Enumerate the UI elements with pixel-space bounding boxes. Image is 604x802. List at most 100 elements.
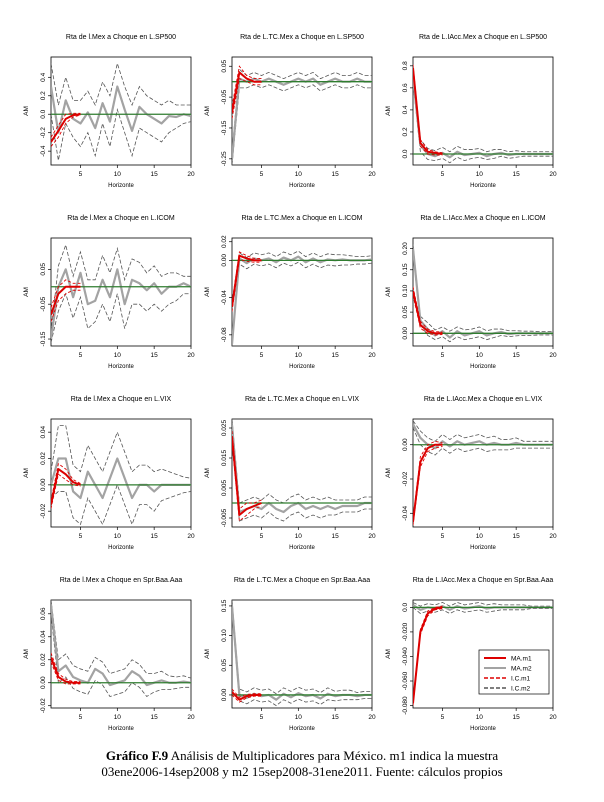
plot-area [51,243,191,343]
y-tick-label: -0.04 [221,290,228,305]
y-tick-label: 0.10 [221,629,228,642]
y-tick-label: 0.04 [40,425,47,438]
ci-m1-lower-line [413,445,443,526]
ma-m2-line [232,255,372,345]
x-tick-label: 5 [441,171,445,178]
panel-title: Rta de L.TC.Mex a Choque en L.ICOM [242,215,363,222]
y-tick-label: 0.4 [402,105,409,114]
ci-m1-lower-line [51,114,81,147]
panel-title: Rta de l.Mex a Choque en L.SP500 [66,34,176,41]
y-tick-label: 0.02 [40,653,47,666]
caption-text-1: Análisis de Multiplicadores para México.… [170,748,499,763]
panel-8: Rta de L.TC.Mex a Choque en L.VIX 5 10 15 20… [204,396,376,551]
y-axis-label: AM [204,106,211,116]
y-tick-label: 0.00 [221,688,228,701]
y-axis-label: AM [23,106,30,116]
y-tick-label: 0.00 [402,327,409,340]
ma-m2-line [413,248,553,339]
x-tick-label: 20 [187,714,195,721]
y-tick-label: -0.4 [40,145,47,157]
panel-title: Rta de L.IAcc.Mex a Choque en L.SP500 [419,34,547,41]
x-axis-label: Horizonte [289,183,315,189]
ma-m2-line [51,85,191,134]
ci-m1-lower-line [232,694,262,703]
x-axis-label: Horizonte [108,364,134,370]
x-tick-label: 15 [332,533,340,540]
y-axis-label: AM [204,287,211,297]
x-axis-label: Horizonte [108,183,134,189]
ci-m2-lower-line [413,252,553,343]
ma-m1-line [51,285,81,315]
panel-4: Rta de l.Mex a Choque en L.ICOM 5 10 15 20 Ho… [23,215,195,370]
panel-title: Rta de l.Mex a Choque en L.VIX [71,396,172,403]
y-tick-label: -0.005 [221,508,228,527]
y-tick-label: -0.02 [402,471,409,486]
x-axis-label: Horizonte [108,726,134,732]
plot-area [232,65,372,165]
panel-title: Rta de l.Mex a Choque en Spr.Baa.Aaa [60,577,183,584]
ma-m2-line [413,76,553,159]
ma-m1-line [232,691,262,701]
x-tick-label: 15 [151,714,159,721]
panel-9: Rta de L.IAcc.Mex a Choque en L.VIX 5 10 15… [385,396,557,551]
plot-area [51,61,191,161]
ma-m1-line [232,254,262,308]
y-axis-label: AM [204,649,211,659]
y-tick-label: 0.0 [40,109,47,118]
ci-m2-upper-line [232,600,372,695]
y-axis-label: AM [23,468,30,478]
x-tick-label: 10 [295,171,303,178]
y-tick-label: 0.05 [221,60,228,73]
plot-frame [50,237,192,347]
y-tick-label: -0.25 [221,151,228,166]
ci-m1-upper-line [51,279,81,308]
ci-m1-upper-line [51,652,81,683]
plot-area [413,244,553,343]
ci-m2-lower-line [51,613,191,698]
x-tick-label: 20 [368,714,376,721]
x-tick-label: 20 [368,352,376,359]
y-axis-label: AM [23,287,30,297]
y-tick-label: 0.04 [40,630,47,643]
x-tick-label: 20 [187,352,195,359]
ci-m2-upper-line [232,250,372,343]
ci-m1-upper-line [413,286,443,333]
plot-frame [231,237,373,347]
panel-title: Rta de L.TC.Mex a Choque en L.VIX [245,396,359,403]
ci-m2-lower-line [232,84,372,165]
x-tick-label: 5 [441,533,445,540]
y-tick-label: -0.02 [40,503,47,518]
x-tick-label: 5 [79,714,83,721]
x-tick-label: 5 [260,714,264,721]
y-tick-label: 0.05 [402,305,409,318]
ma-m2-line [232,77,372,159]
y-tick-label: 0.4 [40,72,47,81]
ma-m1-line [51,468,81,505]
ci-m1-lower-line [232,77,262,119]
plot-frame [412,56,554,166]
panel-6: Rta de L.IAcc.Mex a Choque en L.ICOM 5 10 1… [385,215,557,370]
y-tick-label: 0.8 [402,61,409,70]
ci-m1-lower-line [51,289,81,322]
y-tick-label: 0.20 [402,242,409,255]
panel-5: Rta de L.TC.Mex a Choque en L.ICOM 5 10 15 2… [204,215,376,370]
x-tick-label: 15 [513,533,521,540]
y-tick-label: 0.2 [40,91,47,100]
ci-m2-lower-line [51,292,191,343]
ma-m2-line [232,424,372,514]
caption-line-1: Gráfico F.9 Análisis de Multiplicadores … [0,748,604,764]
ma-m1-line [51,113,81,143]
y-tick-label: 0.02 [40,452,47,465]
x-tick-label: 10 [114,352,122,359]
ci-m2-upper-line [413,420,553,442]
y-tick-label: -0.04 [402,505,409,520]
ci-m2-upper-line [232,68,372,153]
y-axis-label: AM [204,468,211,478]
ci-m2-lower-line [232,261,372,346]
x-tick-label: 15 [151,352,159,359]
ci-m1-lower-line [51,473,81,509]
panel-7: Rta de l.Mex a Choque en L.VIX 5 10 15 20 Hor… [23,396,195,551]
plot-frame [231,418,373,528]
x-axis-label: Horizonte [470,726,496,732]
